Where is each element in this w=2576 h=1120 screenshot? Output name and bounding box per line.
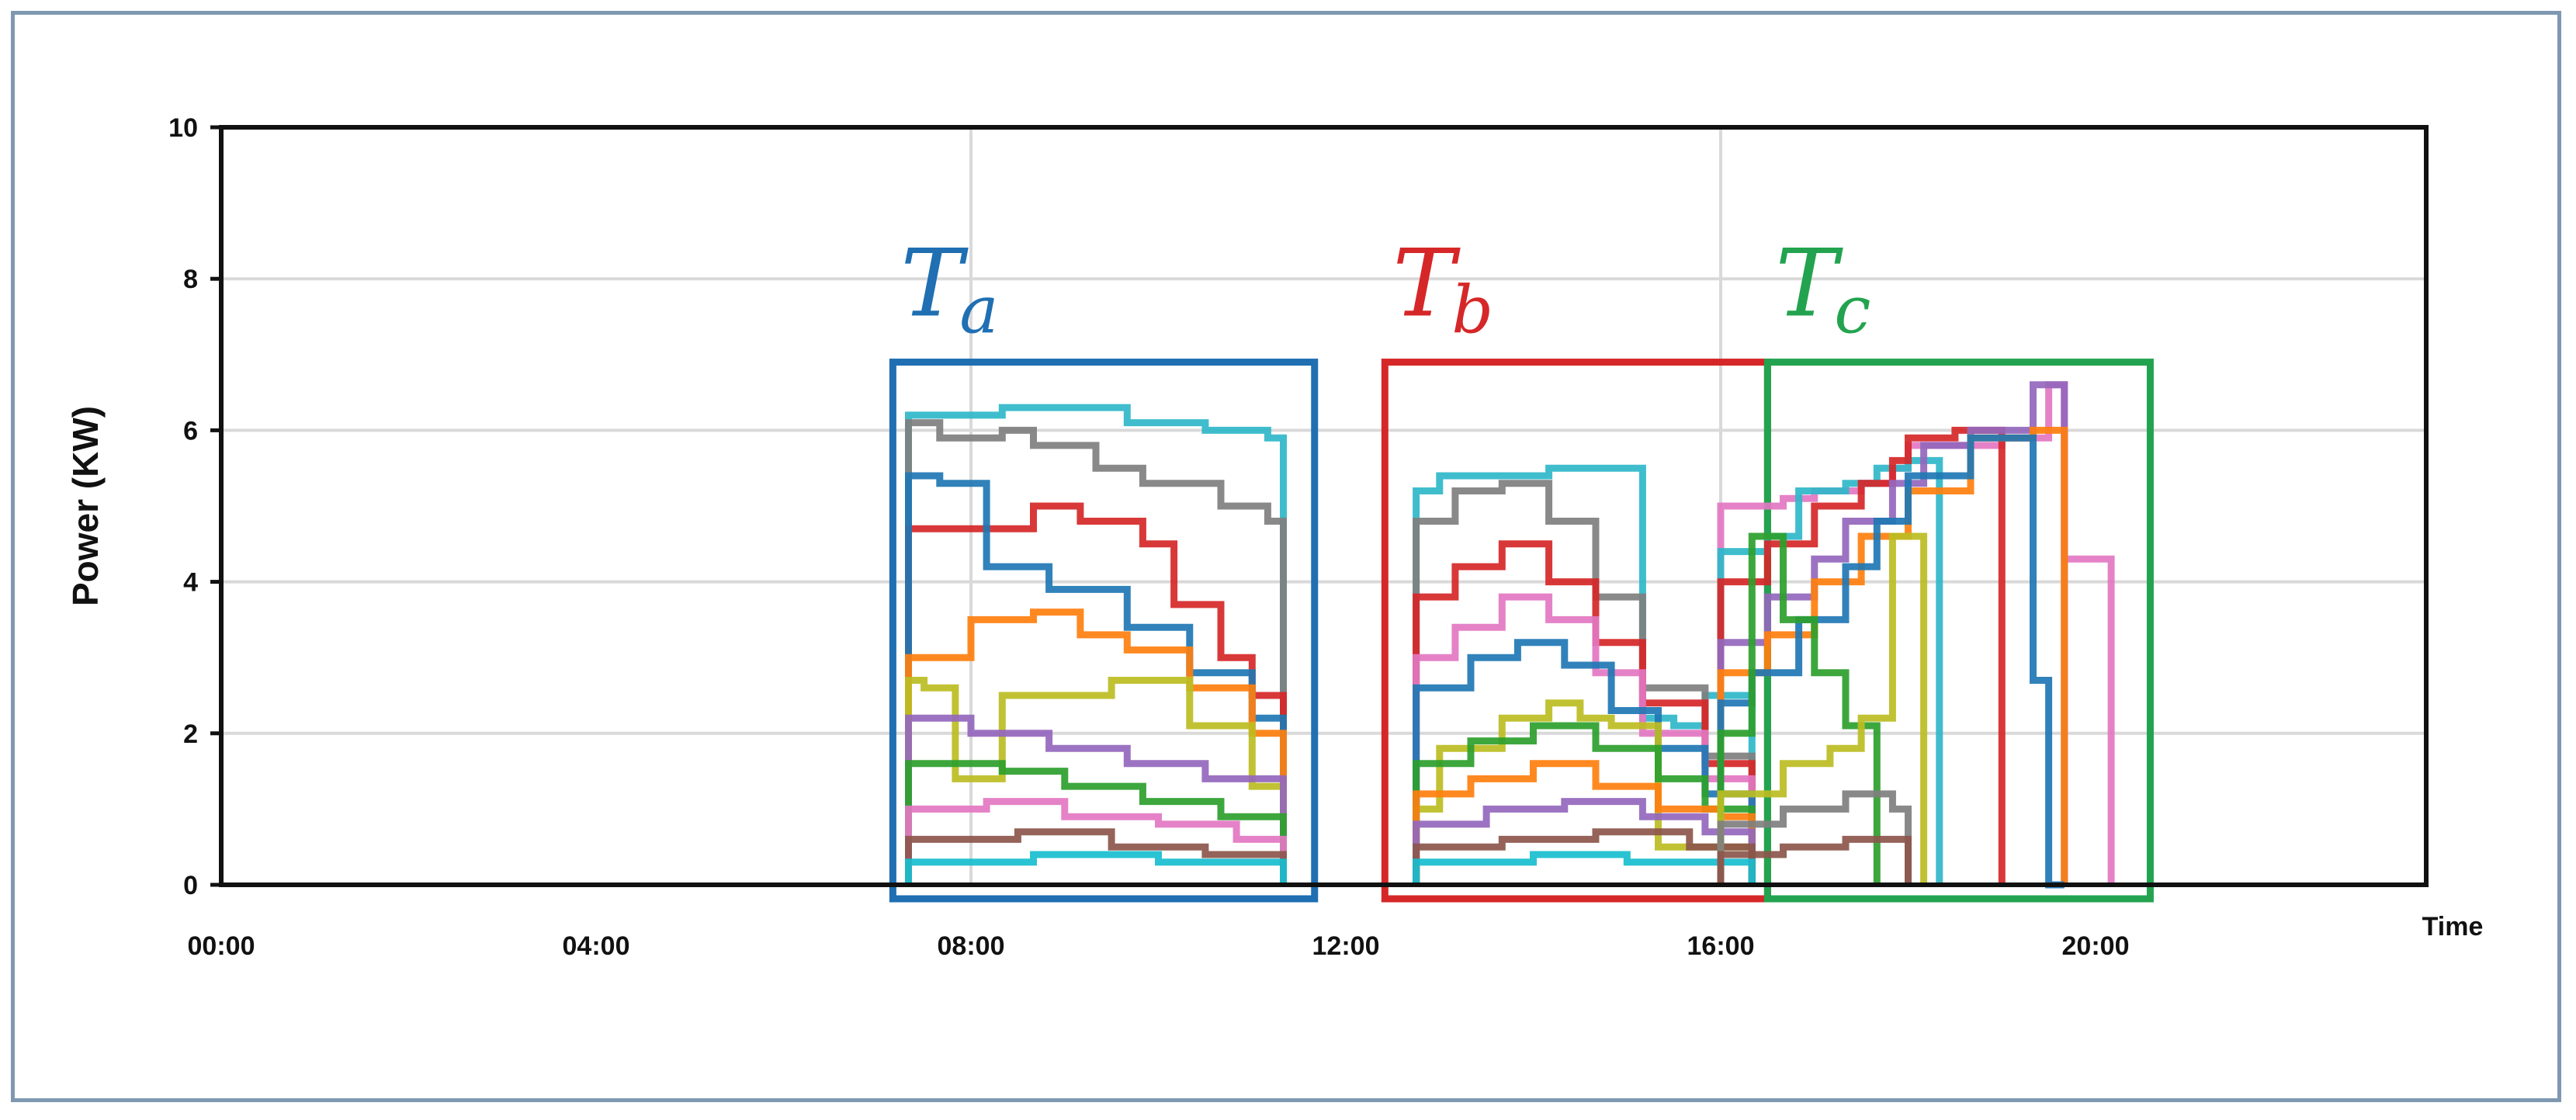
xtick-label-0400: 04:00 [563, 931, 630, 961]
series-line-15 [1413, 639, 1756, 885]
ytick-label-0: 0 [183, 871, 198, 900]
xtick-label-1600: 16:00 [1687, 931, 1755, 961]
series-line-31 [1717, 835, 1912, 885]
period-label-b: Tb [1392, 231, 1493, 348]
series-layer [905, 381, 2115, 889]
series-line-29 [1717, 532, 1928, 885]
ytick-label-4: 4 [183, 568, 198, 598]
series-line-4 [905, 609, 1287, 885]
series-line-21 [1413, 851, 1756, 885]
period-box-a [889, 359, 1319, 903]
series-line-26 [1717, 426, 2068, 885]
period-label-c: Tc [1775, 231, 1870, 348]
y-axis-title: Power (KW) [65, 406, 106, 606]
axis-layer [210, 125, 2429, 887]
series-line-19 [1413, 798, 1756, 885]
series-line-28 [1717, 532, 1881, 885]
series-line-6 [905, 714, 1287, 885]
ytick-label-10: 10 [168, 113, 198, 143]
plot-frame [219, 125, 2429, 887]
label-layer: 0 2 4 6 8 10 00:00 04:00 08:00 12:00 16:00 20:00 Ta T… [65, 113, 2483, 961]
series-line-5 [905, 677, 1287, 885]
series-line-1 [905, 419, 1287, 885]
series-line-17 [1413, 722, 1756, 885]
ytick-label-6: 6 [183, 416, 198, 446]
series-line-8 [905, 798, 1287, 885]
series-line-30 [1717, 790, 1912, 885]
period-label-a: Ta [900, 231, 998, 348]
series-line-7 [905, 760, 1287, 885]
period-box-b [1381, 359, 1771, 903]
series-line-0 [905, 404, 1287, 885]
xtick-label-0000: 00:00 [188, 931, 255, 961]
series-line-13 [1413, 540, 1756, 885]
period-subscript-c: c [1834, 272, 1870, 348]
ytick-label-8: 8 [183, 265, 198, 294]
series-line-20 [1413, 828, 1756, 885]
period-subscript-a: a [959, 272, 998, 348]
ytick-label-2: 2 [183, 720, 198, 749]
xtick-label-2000: 20:00 [2062, 931, 2130, 961]
grid-layer [221, 126, 2426, 885]
xtick-label-0800: 08:00 [938, 931, 1005, 961]
period-subscript-b: b [1451, 272, 1493, 348]
xtick-label-1200: 12:00 [1312, 931, 1380, 961]
series-line-10 [905, 851, 1287, 885]
series-line-9 [905, 828, 1287, 885]
series-line-24 [1717, 426, 2006, 885]
x-axis-title: Time [2422, 912, 2484, 941]
